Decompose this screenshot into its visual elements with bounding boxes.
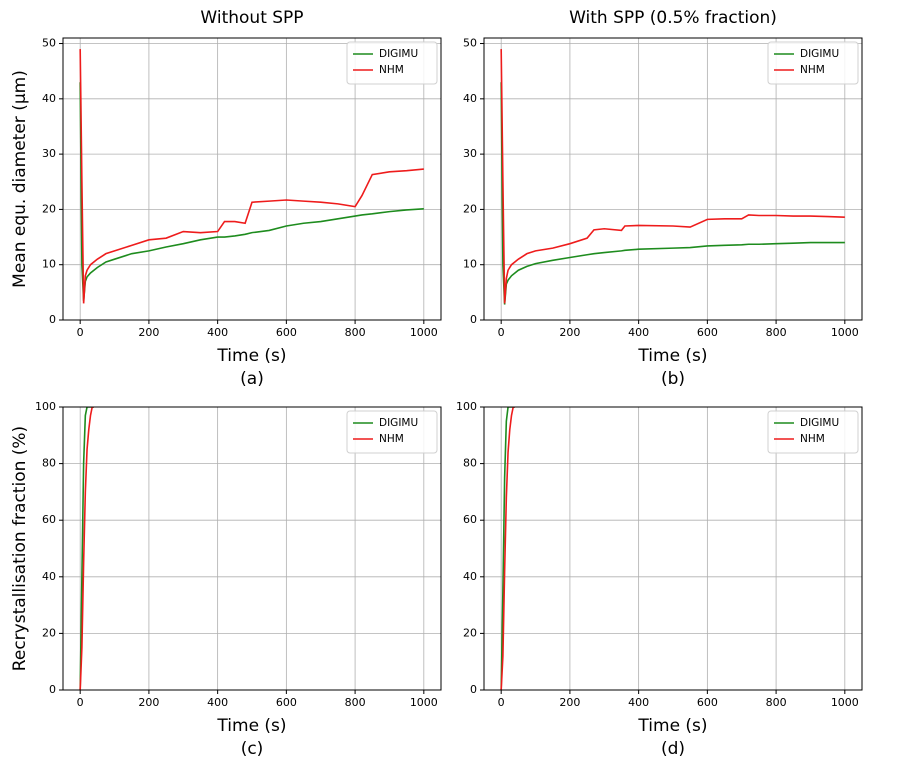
y-tick-label: 10 [463, 258, 477, 271]
data-line [500, 82, 845, 305]
legend-label: NHM [800, 433, 825, 445]
y-tick-label: 30 [42, 147, 56, 160]
caption: (b) [661, 369, 685, 389]
x-tick-label: 200 [138, 326, 159, 339]
y-tick-label: 40 [42, 92, 56, 105]
axes-frame [483, 37, 863, 321]
x-tick-label: 600 [276, 326, 297, 339]
y-tick-label: 50 [42, 37, 56, 50]
y-tick-label: 100 [456, 400, 477, 413]
y-tick-label: 40 [42, 570, 56, 583]
data-line [79, 82, 424, 301]
x-tick-label: 600 [697, 326, 718, 339]
data-line [79, 407, 94, 690]
y-tick-label: 20 [463, 202, 477, 215]
data-line [500, 407, 515, 690]
y-tick-label: 20 [463, 626, 477, 639]
y-tick-label: 100 [35, 400, 56, 413]
y-tick-label: 80 [42, 457, 56, 470]
x-tick-label: 1000 [831, 696, 859, 709]
y-tick-label: 40 [463, 92, 477, 105]
x-tick-label: 0 [77, 326, 84, 339]
y-tick-label: 0 [470, 683, 477, 696]
x-tick-label: 800 [766, 696, 787, 709]
y-axis-label: Mean equ. diameter (µm) [10, 70, 30, 288]
caption: (d) [661, 739, 685, 759]
y-tick-label: 60 [42, 513, 56, 526]
x-tick-label: 400 [207, 696, 228, 709]
data-line [500, 49, 845, 304]
y-tick-label: 0 [49, 683, 56, 696]
axes-frame [483, 406, 863, 691]
x-tick-label: 600 [276, 696, 297, 709]
legend-label: DIGIMU [379, 48, 418, 60]
x-tick-label: 200 [559, 696, 580, 709]
legend-label: DIGIMU [379, 417, 418, 429]
y-axis-label: Recrystallisation fraction (%) [10, 426, 30, 671]
legend-box [767, 410, 859, 454]
x-tick-label: 600 [697, 696, 718, 709]
panel: 0 10 20 30 40 50 0 200 400 600 800 1000 DIGIMU NHM Wit… [10, 8, 442, 389]
data-line [500, 407, 515, 690]
y-tick-label: 40 [463, 570, 477, 583]
legend-label: DIGIMU [800, 417, 839, 429]
axes-frame [62, 406, 442, 691]
y-tick-label: 50 [463, 37, 477, 50]
x-axis-label: Time (s) [216, 346, 286, 366]
y-tick-label: 80 [463, 457, 477, 470]
y-tick-label: 0 [470, 313, 477, 326]
chart-title: Without SPP [200, 8, 303, 28]
x-tick-label: 400 [628, 696, 649, 709]
y-tick-label: 60 [463, 513, 477, 526]
panel: 0 10 20 30 40 50 0 200 400 600 800 1000 DIGIMU NHM Wit… [463, 8, 863, 389]
x-tick-label: 1000 [831, 326, 859, 339]
x-tick-label: 0 [498, 326, 505, 339]
legend-box [767, 41, 859, 85]
x-tick-label: 400 [207, 326, 228, 339]
x-axis-label: Time (s) [637, 346, 707, 366]
caption: (c) [241, 739, 264, 759]
caption: (a) [240, 369, 264, 389]
x-axis-label: Time (s) [216, 716, 286, 736]
chart-title: With SPP (0.5% fraction) [569, 8, 777, 28]
x-tick-label: 200 [138, 696, 159, 709]
x-tick-label: 800 [345, 696, 366, 709]
x-tick-label: 0 [498, 696, 505, 709]
y-tick-label: 20 [42, 202, 56, 215]
legend-box [346, 410, 438, 454]
x-tick-label: 400 [628, 326, 649, 339]
x-axis-label: Time (s) [637, 716, 707, 736]
y-tick-label: 20 [42, 626, 56, 639]
x-tick-label: 200 [559, 326, 580, 339]
y-tick-label: 0 [49, 313, 56, 326]
legend-box [346, 41, 438, 85]
x-tick-label: 1000 [410, 326, 438, 339]
y-tick-label: 30 [463, 147, 477, 160]
x-tick-label: 0 [77, 696, 84, 709]
axes-frame [62, 37, 442, 321]
legend-label: DIGIMU [800, 48, 839, 60]
data-line [79, 407, 94, 690]
data-line [79, 49, 424, 304]
legend-label: NHM [379, 64, 404, 76]
x-tick-label: 800 [766, 326, 787, 339]
legend-label: NHM [379, 433, 404, 445]
x-tick-label: 1000 [410, 696, 438, 709]
legend-label: NHM [800, 64, 825, 76]
y-tick-label: 10 [42, 258, 56, 271]
x-tick-label: 800 [345, 326, 366, 339]
